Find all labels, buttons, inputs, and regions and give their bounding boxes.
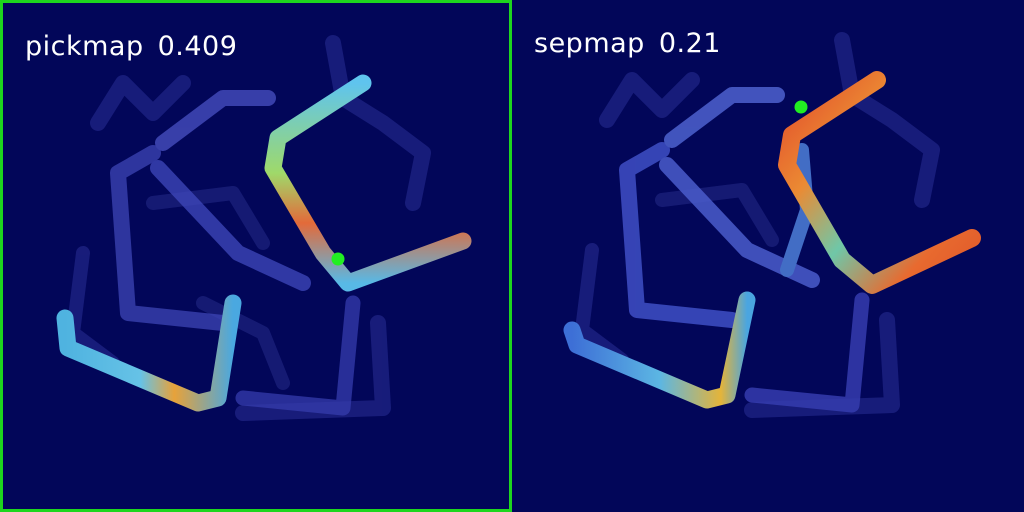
pick-point-marker xyxy=(331,252,345,266)
sep-point-marker xyxy=(794,100,808,114)
map-name: pickmap xyxy=(25,31,144,62)
pickmap-label: pickmap 0.409 xyxy=(25,31,237,62)
pickmap-panel[interactable]: pickmap 0.409 xyxy=(0,0,512,512)
sepmap-heatmap-image xyxy=(563,32,981,418)
sepmap-panel[interactable]: sepmap 0.21 xyxy=(512,0,1024,512)
map-score: 0.409 xyxy=(157,31,238,62)
map-score: 0.21 xyxy=(658,28,721,59)
pickmap-heatmap-image xyxy=(56,35,472,421)
map-name: sepmap xyxy=(534,28,645,59)
sepmap-label: sepmap 0.21 xyxy=(534,28,721,59)
